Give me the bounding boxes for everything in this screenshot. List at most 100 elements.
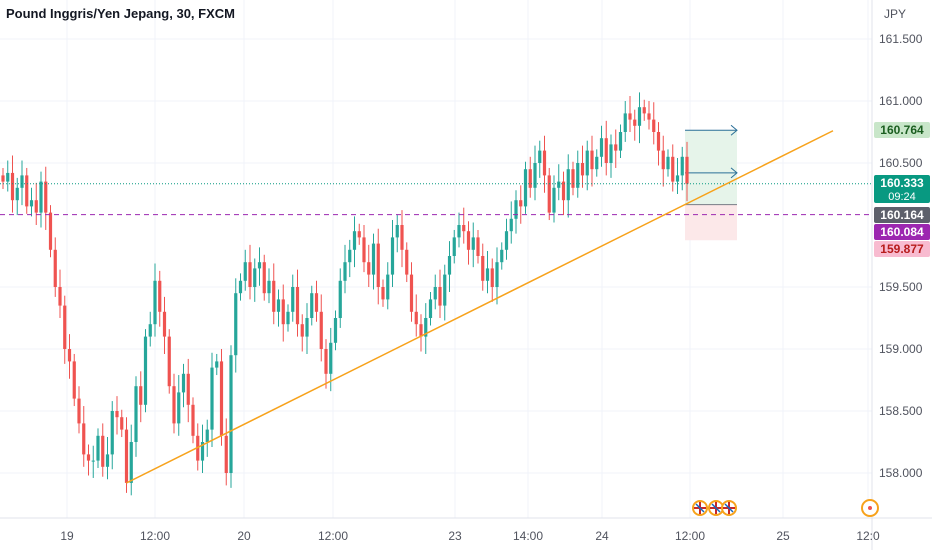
candle-body — [367, 262, 371, 275]
candle-body — [181, 373, 186, 393]
candle-body — [652, 119, 656, 132]
uk-flag-event-icon-diag — [695, 503, 705, 513]
candle-body — [599, 138, 604, 157]
candle-body — [319, 311, 323, 349]
candle-body — [618, 132, 623, 151]
candle-body — [538, 150, 542, 163]
candle-body — [234, 293, 238, 356]
candle-body — [633, 119, 637, 126]
candle-body — [310, 293, 314, 318]
candle-body — [405, 249, 409, 275]
candle-body — [72, 361, 76, 399]
candle-body — [143, 336, 148, 405]
candle-body — [428, 299, 433, 318]
candle-body — [148, 324, 152, 337]
candle-body — [362, 237, 366, 263]
candle-body — [623, 113, 627, 132]
candle-body — [348, 249, 352, 263]
candle-body — [219, 361, 224, 436]
candle-body — [595, 156, 599, 170]
candle-body — [409, 274, 414, 312]
candle-body — [305, 318, 309, 337]
candle-body — [642, 107, 646, 114]
candle-body — [386, 274, 390, 300]
y-tick-label: 161.000 — [879, 94, 923, 108]
candle-body — [509, 218, 513, 232]
candle-body — [48, 212, 53, 250]
candle-body — [571, 169, 575, 188]
candle-body — [77, 398, 81, 424]
uk-flag-event-icon-diag — [724, 503, 734, 513]
price-label-entry — [874, 207, 930, 223]
candle-body — [210, 367, 214, 430]
candle-body — [580, 163, 585, 176]
candle-body — [680, 156, 684, 176]
x-tick-label: 23 — [448, 529, 462, 543]
candle-body — [495, 262, 499, 287]
candle-body — [614, 144, 618, 151]
candle-body — [452, 237, 456, 256]
candle-body — [124, 429, 129, 483]
candle-body — [566, 169, 570, 201]
event-icons[interactable] — [692, 499, 879, 517]
candle-body — [101, 435, 105, 467]
candle-body — [91, 460, 95, 462]
candle-body — [224, 435, 228, 473]
x-tick-label: 12:00 — [675, 529, 705, 543]
candle-body — [39, 181, 43, 213]
candle-body — [158, 280, 162, 312]
candle-body — [10, 172, 15, 201]
candle-body — [637, 107, 642, 126]
candle-body — [314, 293, 319, 312]
candle-body — [466, 231, 471, 250]
candle-body — [504, 231, 509, 250]
candle-body — [519, 200, 523, 207]
price-label-text: 160.333 — [880, 176, 924, 190]
candle-body — [390, 237, 395, 275]
currency-label: JPY — [884, 7, 907, 21]
price-axis[interactable]: 161.500 161.000 160.500 159.500 159.000 158.5… — [871, 0, 923, 550]
candle-body — [177, 392, 181, 424]
candle-body — [547, 175, 551, 213]
price-label-target — [874, 122, 930, 138]
candles — [1, 92, 689, 496]
candle-body — [167, 336, 171, 387]
candle-body — [400, 225, 404, 250]
candle-body — [462, 225, 466, 232]
x-tick-label: 14:00 — [513, 529, 543, 543]
candle-body — [514, 200, 518, 219]
candle-body — [333, 318, 338, 343]
time-axis[interactable]: 19 12:00 20 12:00 23 14:00 24 12:00 25 12:0 — [0, 517, 932, 543]
x-tick-label: 12:00 — [140, 529, 170, 543]
candle-body — [295, 287, 300, 325]
candle-body — [542, 150, 547, 176]
candle-body — [262, 262, 266, 294]
candle-body — [229, 355, 233, 473]
candle-body — [576, 163, 580, 188]
candle-body — [533, 163, 537, 188]
candle-body — [272, 280, 276, 312]
candle-body — [419, 324, 423, 337]
candle-body — [63, 305, 67, 349]
candle-body — [376, 243, 380, 287]
candle-body — [286, 311, 290, 325]
x-tick-label: 12:0 — [856, 529, 880, 543]
candle-body — [300, 324, 304, 337]
candle-body — [1, 175, 5, 182]
candle-body — [162, 311, 167, 337]
candle-body — [29, 200, 34, 207]
candle-body — [105, 454, 110, 467]
y-tick-label: 159.000 — [879, 342, 923, 356]
candle-body — [44, 181, 48, 213]
candle-body — [590, 150, 594, 170]
candle-body — [671, 156, 675, 182]
event-clock-icon-dot — [868, 506, 872, 510]
candle-body — [457, 225, 461, 238]
candle-body — [82, 423, 86, 455]
candle-body — [447, 256, 452, 275]
candle-body — [324, 349, 328, 374]
candle-body — [443, 274, 447, 306]
candle-body — [243, 262, 247, 281]
